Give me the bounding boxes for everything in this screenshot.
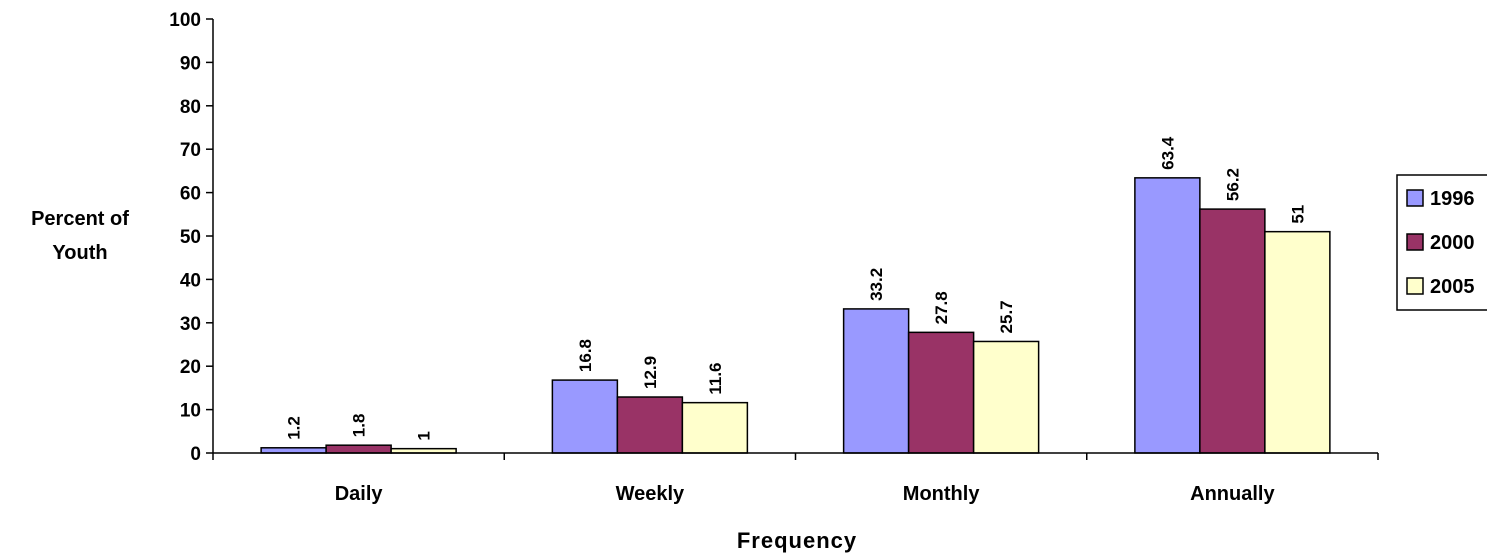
y-tick-label-40: 40 <box>180 270 201 291</box>
data-label-annually-1996: 63.4 <box>1158 136 1177 170</box>
legend-label-2005: 2005 <box>1430 276 1475 298</box>
x-tick-label-weekly: Weekly <box>616 483 685 505</box>
bar-monthly-2000 <box>907 331 975 454</box>
legend-swatch-1996 <box>1406 189 1424 207</box>
x-tick-label-annually: Annually <box>1190 483 1275 505</box>
y-axis-title: Percent of Youth <box>31 208 129 264</box>
y-tick-label-20: 20 <box>180 357 201 378</box>
bar-weekly-2005 <box>681 401 749 454</box>
legend: 1996 2000 2005 <box>1396 174 1487 311</box>
bar-annually-1996 <box>1134 177 1201 454</box>
data-label-daily-2000: 1.8 <box>350 414 369 438</box>
data-label-annually-2005: 51 <box>1288 205 1307 224</box>
data-label-weekly-2005: 11.6 <box>706 362 725 394</box>
data-label-annually-2000: 56.2 <box>1223 168 1242 201</box>
data-label-monthly-2005: 25.7 <box>997 300 1016 333</box>
bar-annually-2005 <box>1264 230 1331 454</box>
bar-daily-2000 <box>325 444 392 454</box>
data-label-daily-1996: 1.2 <box>285 416 304 440</box>
y-tick-label-10: 10 <box>180 401 201 422</box>
legend-label-2000: 2000 <box>1430 232 1475 254</box>
legend-swatch-2000 <box>1406 233 1424 251</box>
y-axis-title-line-2: Youth <box>52 242 107 264</box>
y-axis-title-line-1: Percent of <box>31 208 129 230</box>
y-tick-label-30: 30 <box>180 314 201 335</box>
data-label-monthly-2000: 27.8 <box>932 291 951 324</box>
y-tick-label-100: 100 <box>169 10 201 31</box>
y-tick-label-90: 90 <box>180 53 201 74</box>
plot-area: 0 10 20 30 40 50 60 70 80 90 100 1.2 1.8 1 Daily 16.8 12… <box>169 10 1379 505</box>
y-tick-label-0: 0 <box>190 444 201 465</box>
y-tick-label-50: 50 <box>180 227 201 248</box>
data-label-daily-2005: 1 <box>415 431 434 440</box>
legend-swatch-2005 <box>1406 277 1424 295</box>
bar-monthly-2005 <box>972 340 1040 454</box>
bar-daily-1996 <box>260 447 327 454</box>
x-tick-label-daily: Daily <box>335 483 384 505</box>
data-label-monthly-1996: 33.2 <box>867 268 886 301</box>
y-tick-label-60: 60 <box>180 184 201 205</box>
y-tick-label-70: 70 <box>180 140 201 161</box>
bar-monthly-1996 <box>842 308 910 454</box>
bar-weekly-1996 <box>551 379 619 454</box>
x-axis-title: Frequency <box>737 528 857 553</box>
bar-annually-2000 <box>1199 208 1266 454</box>
y-tick-label-80: 80 <box>180 97 201 118</box>
legend-label-1996: 1996 <box>1430 188 1475 210</box>
data-label-weekly-1996: 16.8 <box>576 339 595 372</box>
x-tick-label-monthly: Monthly <box>903 483 981 505</box>
bar-weekly-2000 <box>616 396 684 454</box>
data-label-weekly-2000: 12.9 <box>641 356 660 389</box>
